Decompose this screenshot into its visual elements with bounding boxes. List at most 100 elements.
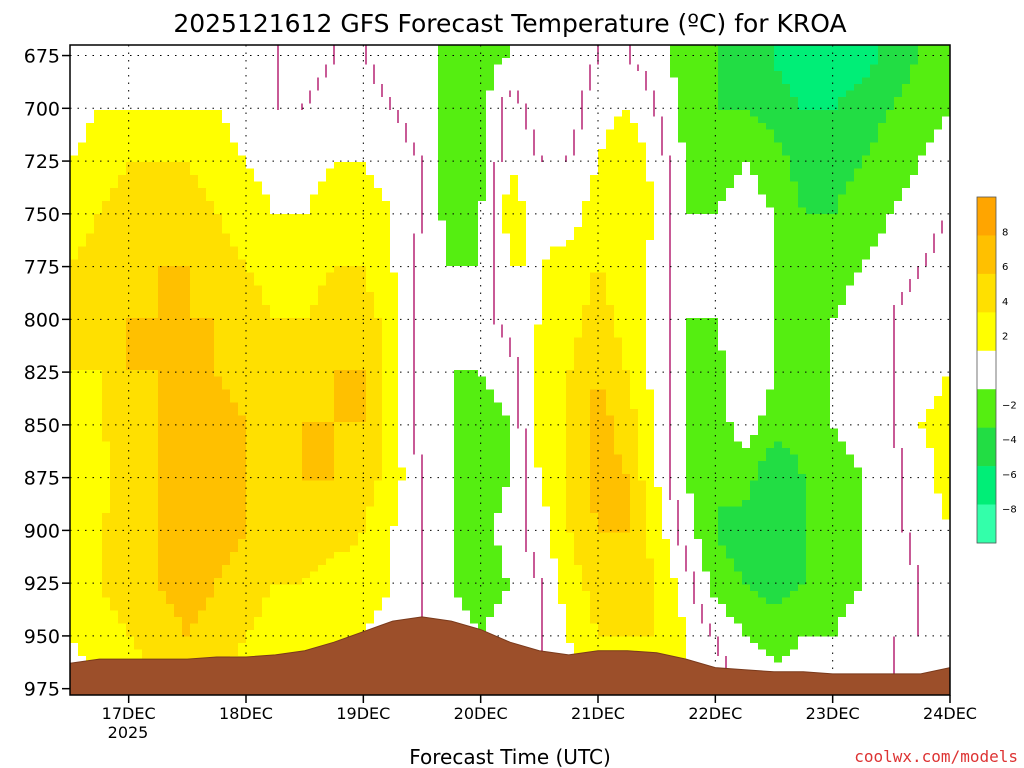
heat-cell [550, 188, 559, 196]
heat-cell [366, 337, 375, 345]
heat-cell [662, 181, 671, 189]
heat-cell [502, 240, 511, 248]
heat-cell [646, 272, 655, 280]
heat-cell [270, 58, 279, 66]
heat-cell [766, 188, 775, 196]
heat-cell [86, 324, 95, 332]
heat-cell [678, 45, 687, 53]
heat-cell [894, 311, 903, 319]
heat-cell [430, 246, 439, 254]
heat-cell [454, 201, 463, 209]
heat-cell [118, 45, 127, 53]
heat-cell [446, 207, 455, 215]
heat-cell [926, 279, 935, 287]
heat-cell [174, 331, 183, 339]
heat-cell [630, 233, 639, 241]
heat-cell [198, 253, 207, 261]
heat-cell [702, 110, 711, 118]
heat-cell [414, 266, 423, 274]
heat-cell [70, 279, 79, 287]
heat-cell [86, 233, 95, 241]
heat-cell [598, 103, 607, 111]
heat-cell [654, 253, 663, 261]
heat-cell [270, 97, 279, 105]
heat-cell [430, 175, 439, 183]
heat-cell [582, 279, 591, 287]
heat-cell [358, 279, 367, 287]
heat-cell [606, 331, 615, 339]
heat-cell [750, 246, 759, 254]
heat-cell [142, 168, 151, 176]
heat-cell [486, 155, 495, 163]
heat-cell [862, 188, 871, 196]
heat-cell [390, 64, 399, 72]
heat-cell [574, 97, 583, 105]
heat-cell [182, 136, 191, 144]
heat-cell [318, 259, 327, 267]
heat-cell [550, 253, 559, 261]
heat-cell [294, 149, 303, 157]
heat-cell [726, 253, 735, 261]
heat-cell [406, 305, 415, 313]
heat-cell [70, 90, 79, 98]
heat-cell [230, 123, 239, 131]
heat-cell [902, 129, 911, 137]
heat-cell [742, 58, 751, 66]
heat-cell [86, 266, 95, 274]
heat-cell [678, 58, 687, 66]
heat-cell [598, 259, 607, 267]
heat-cell [350, 272, 359, 280]
heat-cell [174, 103, 183, 111]
heat-cell [758, 233, 767, 241]
heat-cell [342, 305, 351, 313]
heat-cell [462, 97, 471, 105]
heat-cell [926, 246, 935, 254]
heat-cell [350, 246, 359, 254]
heat-cell [902, 285, 911, 293]
heat-cell [550, 259, 559, 267]
heat-cell [462, 246, 471, 254]
heat-cell [758, 77, 767, 85]
heat-cell [526, 246, 535, 254]
heat-cell [894, 305, 903, 313]
heat-cell [758, 214, 767, 222]
heat-cell [622, 136, 631, 144]
heat-cell [222, 337, 231, 345]
heat-cell [814, 279, 823, 287]
heat-cell [126, 142, 135, 150]
heat-cell [102, 194, 111, 202]
heat-cell [206, 318, 215, 326]
heat-cell [414, 227, 423, 235]
heat-cell [694, 168, 703, 176]
heat-cell [654, 116, 663, 124]
heat-cell [558, 142, 567, 150]
heat-cell [126, 188, 135, 196]
heat-cell [390, 123, 399, 131]
heat-cell [830, 64, 839, 72]
heat-cell [598, 142, 607, 150]
heat-cell [70, 305, 79, 313]
heat-cell [102, 77, 111, 85]
heat-cell [446, 285, 455, 293]
heat-cell [278, 181, 287, 189]
heat-cell [590, 311, 599, 319]
heat-cell [550, 285, 559, 293]
heat-cell [414, 168, 423, 176]
heat-cell [150, 123, 159, 131]
heat-cell [454, 103, 463, 111]
heat-cell [286, 305, 295, 313]
heat-cell [742, 331, 751, 339]
heat-cell [558, 253, 567, 261]
heat-cell [630, 331, 639, 339]
heat-cell [278, 116, 287, 124]
heat-cell [526, 168, 535, 176]
heat-cell [270, 136, 279, 144]
heat-cell [782, 266, 791, 274]
heat-cell [78, 175, 87, 183]
heat-cell [926, 58, 935, 66]
heat-cell [870, 279, 879, 287]
heat-cell [750, 227, 759, 235]
heat-cell [774, 51, 783, 59]
heat-cell [102, 311, 111, 319]
heat-cell [118, 97, 127, 105]
